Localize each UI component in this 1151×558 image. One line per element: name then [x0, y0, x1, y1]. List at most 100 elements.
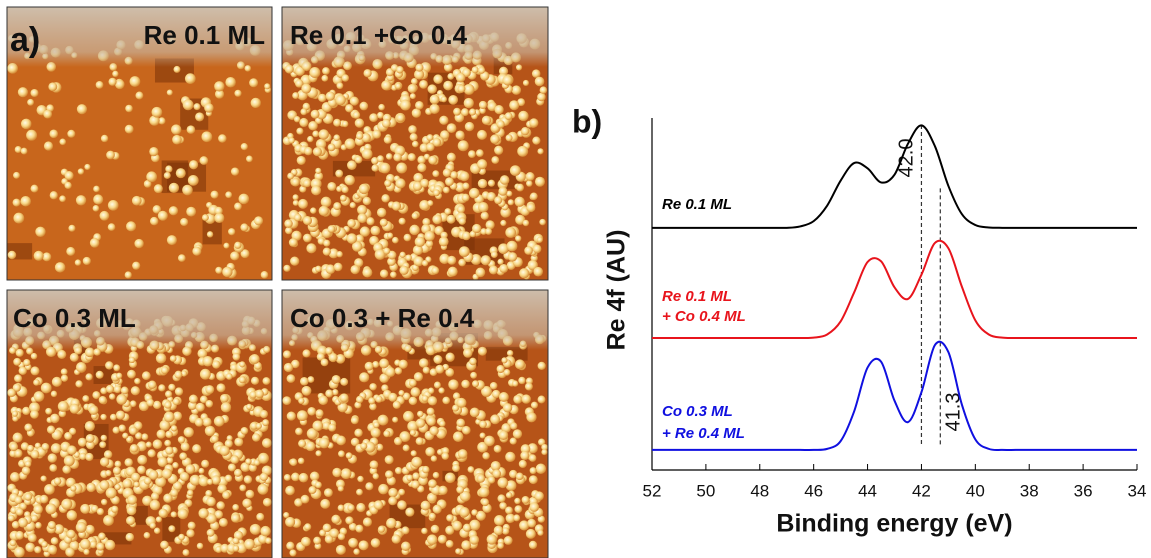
- island: [341, 120, 349, 128]
- island: [435, 364, 445, 374]
- island: [507, 252, 518, 262]
- island: [246, 403, 253, 410]
- island: [427, 84, 437, 94]
- island: [486, 534, 497, 545]
- island: [502, 75, 513, 86]
- island: [356, 502, 366, 513]
- island: [345, 104, 354, 113]
- island: [393, 437, 403, 446]
- island: [364, 361, 374, 371]
- image-frame: [6, 289, 273, 558]
- island: [27, 444, 34, 452]
- island: [503, 368, 511, 376]
- island: [9, 539, 17, 547]
- island: [295, 427, 303, 436]
- island: [440, 96, 447, 103]
- island: [348, 537, 359, 548]
- island: [521, 394, 531, 404]
- island: [206, 513, 217, 524]
- island: [47, 544, 58, 555]
- island: [189, 160, 199, 170]
- island: [109, 393, 116, 400]
- island: [99, 480, 110, 491]
- island: [328, 352, 338, 363]
- island: [396, 66, 404, 74]
- island: [12, 432, 23, 443]
- island: [397, 500, 407, 510]
- x-tick-label: 50: [696, 481, 715, 500]
- island: [415, 418, 426, 428]
- island: [442, 186, 450, 194]
- island: [457, 449, 468, 459]
- island: [479, 107, 486, 114]
- island: [152, 205, 162, 214]
- island: [331, 374, 341, 385]
- island: [260, 525, 271, 537]
- island: [150, 492, 160, 501]
- island: [447, 73, 455, 80]
- island: [112, 466, 121, 475]
- island: [419, 143, 429, 153]
- island: [369, 113, 378, 122]
- island: [103, 450, 113, 459]
- island: [143, 477, 152, 485]
- island: [335, 169, 344, 178]
- island: [290, 256, 300, 266]
- island: [347, 504, 355, 512]
- island: [298, 472, 309, 483]
- island: [13, 171, 21, 179]
- island: [443, 80, 453, 91]
- island: [79, 538, 91, 550]
- panel-label: b): [572, 103, 602, 139]
- island: [485, 220, 495, 230]
- island: [158, 508, 168, 518]
- island: [339, 393, 349, 403]
- island: [302, 349, 311, 358]
- island: [296, 155, 306, 165]
- island: [202, 355, 214, 367]
- island: [213, 415, 225, 427]
- island: [74, 259, 82, 266]
- scan-haze: [7, 290, 272, 350]
- island: [51, 376, 62, 387]
- island: [186, 529, 195, 538]
- island: [412, 472, 420, 480]
- island: [30, 366, 40, 376]
- island: [289, 549, 297, 557]
- island: [143, 180, 152, 188]
- island: [309, 67, 321, 78]
- island: [163, 493, 173, 503]
- island: [201, 459, 210, 468]
- island: [210, 434, 219, 443]
- island: [442, 168, 452, 177]
- island: [463, 83, 475, 95]
- x-tick-label: 36: [1074, 481, 1093, 500]
- spectrum-line: [652, 124, 1137, 229]
- island: [399, 99, 411, 111]
- island: [319, 529, 326, 537]
- island: [14, 374, 23, 383]
- island: [456, 397, 467, 408]
- island: [383, 430, 391, 438]
- island: [179, 471, 190, 482]
- island: [505, 492, 513, 499]
- spectrum-line: [651, 239, 1137, 340]
- island: [260, 271, 269, 279]
- island: [537, 148, 544, 155]
- island: [452, 431, 464, 442]
- island: [377, 111, 384, 119]
- island: [497, 258, 504, 265]
- island: [50, 537, 59, 545]
- island: [64, 171, 74, 181]
- island: [100, 387, 108, 395]
- island: [490, 460, 501, 471]
- island: [318, 205, 329, 217]
- island: [497, 477, 509, 489]
- island: [501, 423, 511, 433]
- island: [480, 255, 491, 266]
- x-tick-label: 48: [750, 481, 769, 500]
- island: [95, 80, 104, 89]
- island: [147, 380, 157, 389]
- island: [399, 265, 409, 275]
- island: [106, 150, 115, 160]
